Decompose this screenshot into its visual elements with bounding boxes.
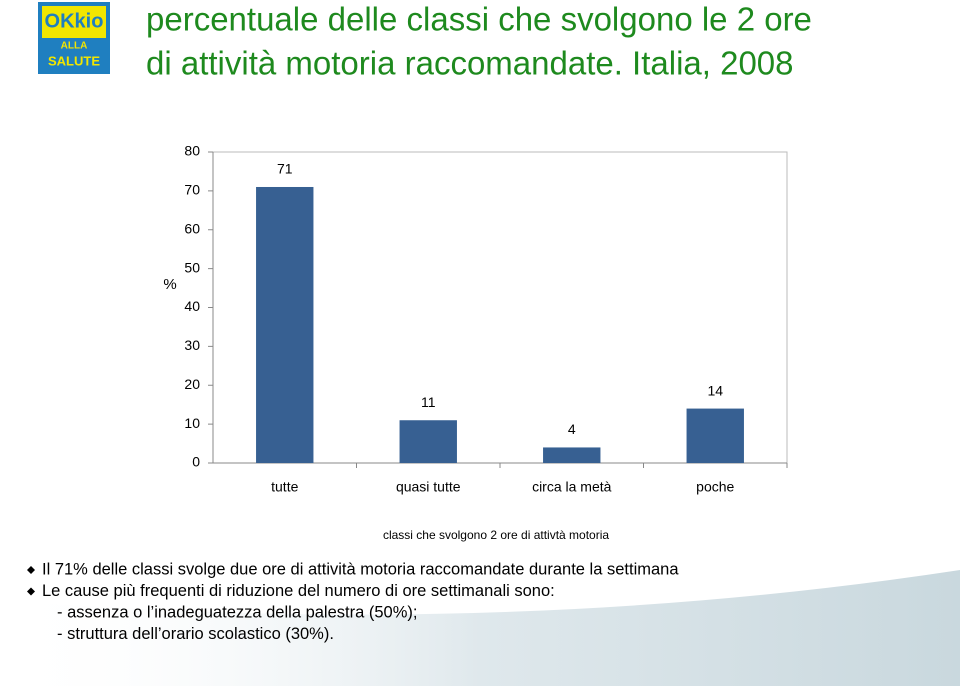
logo-band — [42, 6, 106, 38]
y-axis-label: % — [163, 276, 176, 293]
logo-text: ALLA — [61, 41, 88, 52]
sub-item: - struttura dell’orario scolastico (30%)… — [57, 625, 334, 643]
title: di attività motoria raccomandate. Italia… — [146, 45, 794, 82]
bullet-text: Le cause più frequenti di riduzione del … — [42, 582, 555, 600]
data-label: 4 — [568, 421, 576, 437]
title: percentuale delle classi che svolgono le… — [146, 1, 812, 38]
x-tick-label: quasi tutte — [396, 479, 461, 495]
y-tick-label: 50 — [184, 259, 200, 275]
bullet-text: Il 71% delle classi svolge due ore di at… — [42, 560, 679, 578]
x-axis-label: classi che svolgono 2 ore di attivtà mot… — [383, 528, 609, 542]
y-tick-label: 40 — [184, 298, 200, 314]
data-label: 14 — [707, 382, 723, 398]
data-label: 11 — [421, 394, 436, 410]
x-tick-label: tutte — [271, 479, 298, 495]
logo-text: OKkio — [45, 10, 104, 32]
data-label: 71 — [277, 161, 293, 177]
y-tick-label: 70 — [184, 182, 200, 198]
bullet-marker — [27, 587, 35, 596]
y-tick-label: 10 — [184, 415, 200, 431]
bullet-marker — [27, 566, 35, 574]
bar — [256, 186, 314, 464]
y-tick-label: 20 — [184, 376, 200, 392]
sub-item: - assenza o l’inadeguatezza della palest… — [57, 603, 417, 621]
x-tick-label: circa la metà — [532, 479, 612, 495]
bar — [543, 447, 601, 463]
y-tick-label: 30 — [184, 337, 200, 353]
logo: OKkio ALLA SALUTE — [38, 2, 110, 74]
background-ruler — [0, 570, 960, 686]
bar — [399, 420, 457, 463]
logo-text: SALUTE — [48, 53, 100, 68]
y-tick-label: 80 — [184, 143, 200, 159]
bar — [686, 408, 744, 463]
y-tick-label: 60 — [184, 220, 200, 236]
y-tick-label: 0 — [192, 454, 200, 470]
x-tick-label: poche — [696, 479, 734, 495]
